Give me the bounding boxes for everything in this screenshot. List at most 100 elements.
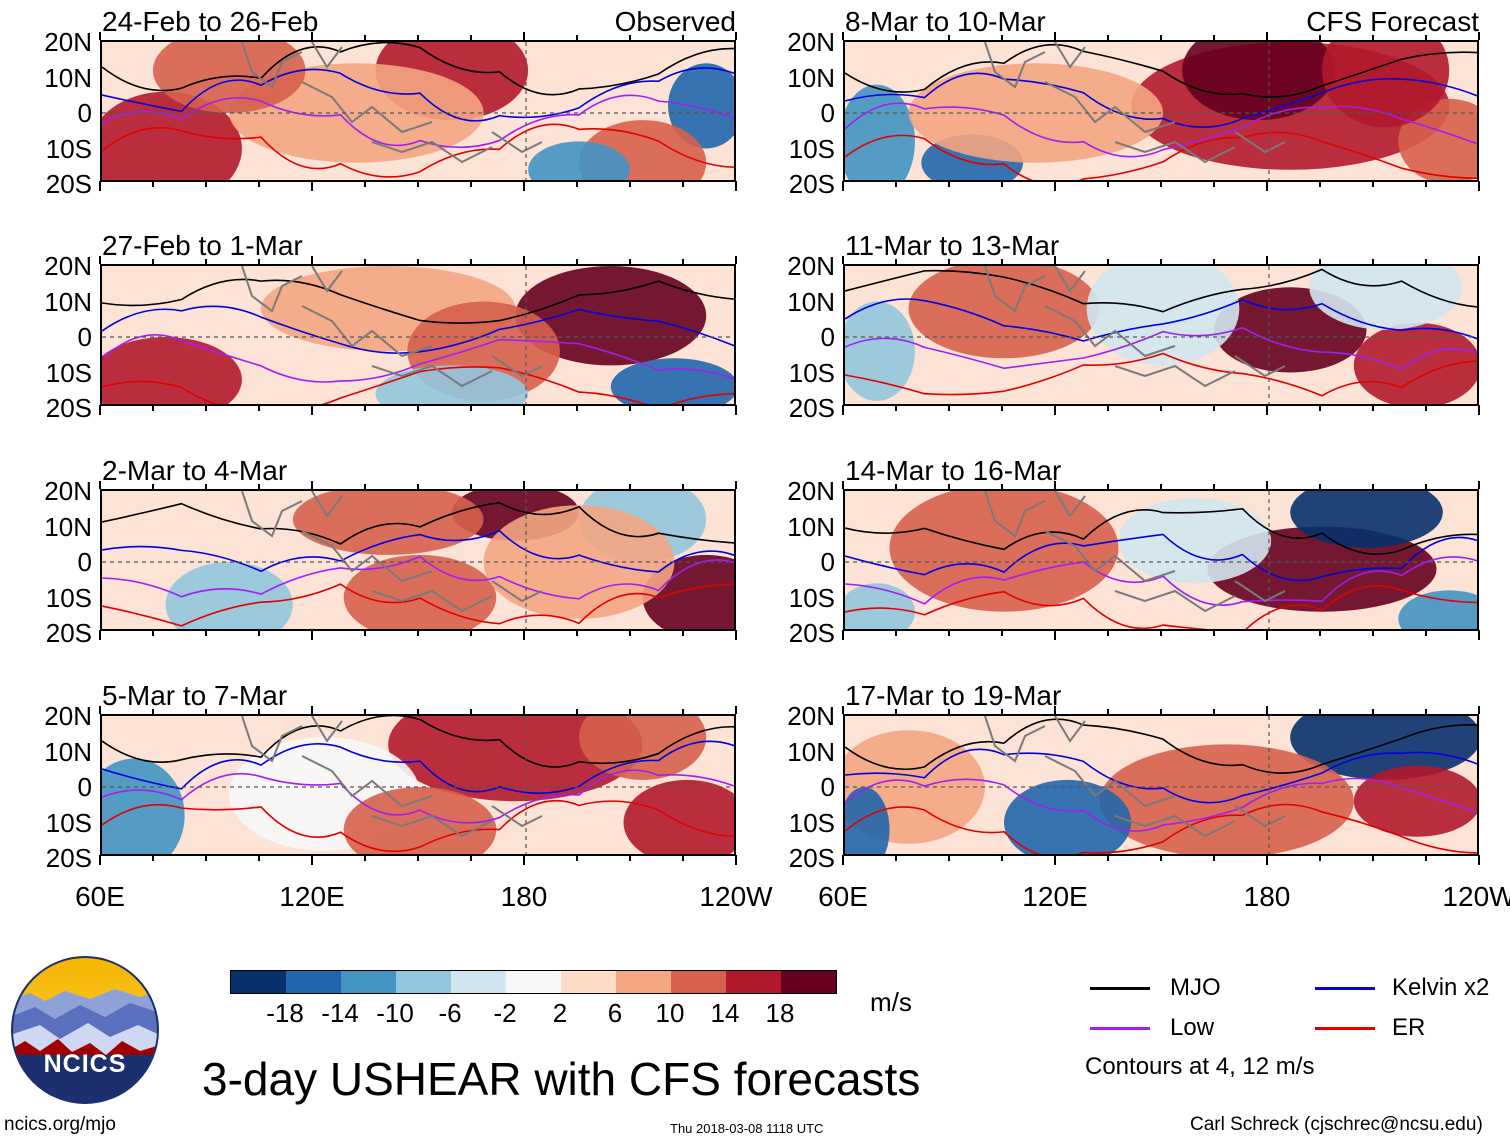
shear-blob	[102, 337, 242, 404]
lat-label: 20N	[44, 27, 92, 57]
coastline	[241, 266, 543, 388]
lon-tick	[842, 32, 844, 40]
lon-tick	[842, 855, 844, 865]
lon-tick	[682, 181, 684, 187]
contour-line	[845, 533, 1477, 582]
colorbar-swatch	[671, 971, 726, 993]
lon-tick	[895, 259, 897, 264]
shear-blob	[845, 787, 890, 854]
lon-tick	[1160, 630, 1162, 636]
lon-tick	[735, 855, 737, 865]
lon-tick	[735, 405, 737, 415]
lon-tick	[311, 181, 313, 191]
lon-tick	[576, 405, 578, 411]
coastline	[984, 42, 1286, 164]
shear-blob	[1322, 42, 1450, 128]
lat-label: 20S	[788, 843, 835, 873]
shear-blob	[483, 505, 675, 619]
colorbar-tick-label: 14	[710, 998, 740, 1028]
lon-tick	[682, 630, 684, 636]
lon-tick	[895, 855, 897, 861]
panel-title: 2-Mar to 4-Mar	[102, 455, 288, 486]
lon-tick	[258, 405, 260, 411]
colorbar-tick-label: -18	[266, 998, 304, 1028]
footer-link[interactable]: ncics.org/mjo	[4, 1114, 116, 1135]
lon-tick	[1213, 855, 1215, 861]
lon-tick	[1478, 630, 1480, 640]
contour-line	[845, 584, 1477, 629]
lon-label: 120W	[1442, 881, 1510, 912]
lon-tick	[1372, 484, 1374, 489]
shear-blob	[1353, 322, 1477, 404]
shear-blob	[1353, 765, 1477, 837]
lon-tick	[1160, 35, 1162, 40]
lon-tick	[1054, 256, 1056, 264]
lon-tick	[576, 630, 578, 636]
lon-tick	[152, 259, 154, 264]
shear-blob	[908, 63, 1163, 163]
shear-blob	[165, 562, 293, 629]
lon-tick	[842, 706, 844, 714]
lon-tick	[205, 181, 207, 187]
coastline	[984, 716, 1286, 838]
contour-line	[845, 803, 1477, 854]
shear-blob	[343, 554, 497, 629]
lat-label: 20S	[45, 393, 92, 423]
lon-tick	[258, 35, 260, 40]
lon-tick	[1478, 481, 1480, 489]
panel-label: CFS Forecast	[1306, 6, 1479, 37]
lon-tick	[1107, 405, 1109, 411]
contour-line	[845, 131, 1477, 180]
lat-label: 10S	[45, 582, 92, 613]
lon-tick	[682, 484, 684, 489]
shear-blob	[1290, 491, 1443, 548]
shear-blob	[1118, 498, 1272, 584]
legend-er-line	[1315, 1027, 1375, 1030]
lat-label: 20N	[787, 27, 835, 57]
shear-blob	[102, 91, 242, 180]
map-panel	[843, 40, 1479, 182]
lon-tick	[842, 181, 844, 191]
lon-tick	[152, 181, 154, 187]
shear-field	[102, 491, 734, 629]
lon-tick	[1266, 855, 1268, 865]
lat-label: 20N	[787, 251, 835, 281]
lon-tick	[1478, 405, 1480, 415]
lat-label: 20S	[45, 169, 92, 199]
colorbar	[230, 970, 837, 994]
legend-kelvin-line	[1315, 987, 1375, 990]
lat-label: 0	[820, 547, 835, 577]
lon-tick	[523, 855, 525, 865]
lat-label: 20N	[44, 701, 92, 731]
lon-tick	[99, 630, 101, 640]
colorbar-tick-label: 10	[655, 998, 685, 1028]
lon-tick	[948, 405, 950, 411]
lon-tick	[1425, 484, 1427, 489]
lat-label: 20N	[44, 251, 92, 281]
lon-tick	[1054, 32, 1056, 40]
lon-tick	[311, 706, 313, 714]
lon-tick	[895, 181, 897, 187]
lon-tick	[1478, 706, 1480, 714]
lon-tick	[576, 35, 578, 40]
lon-tick	[470, 259, 472, 264]
lon-tick	[1001, 630, 1003, 636]
lon-tick	[152, 855, 154, 861]
lon-tick	[1319, 405, 1321, 411]
lon-tick	[1266, 181, 1268, 191]
lon-tick	[629, 709, 631, 714]
colorbar-tick-label: 6	[607, 998, 623, 1028]
lon-tick	[682, 855, 684, 861]
shear-field	[845, 42, 1477, 180]
legend-er-label: ER	[1392, 1014, 1426, 1041]
lon-tick	[258, 181, 260, 187]
lon-tick	[1160, 259, 1162, 264]
lon-tick	[152, 630, 154, 636]
lon-tick	[1001, 709, 1003, 714]
legend-low-label: Low	[1170, 1014, 1215, 1041]
lon-tick	[629, 484, 631, 489]
contour-line	[102, 123, 734, 178]
shear-blob	[908, 266, 1100, 359]
lon-tick	[1319, 855, 1321, 861]
lon-tick	[576, 181, 578, 187]
